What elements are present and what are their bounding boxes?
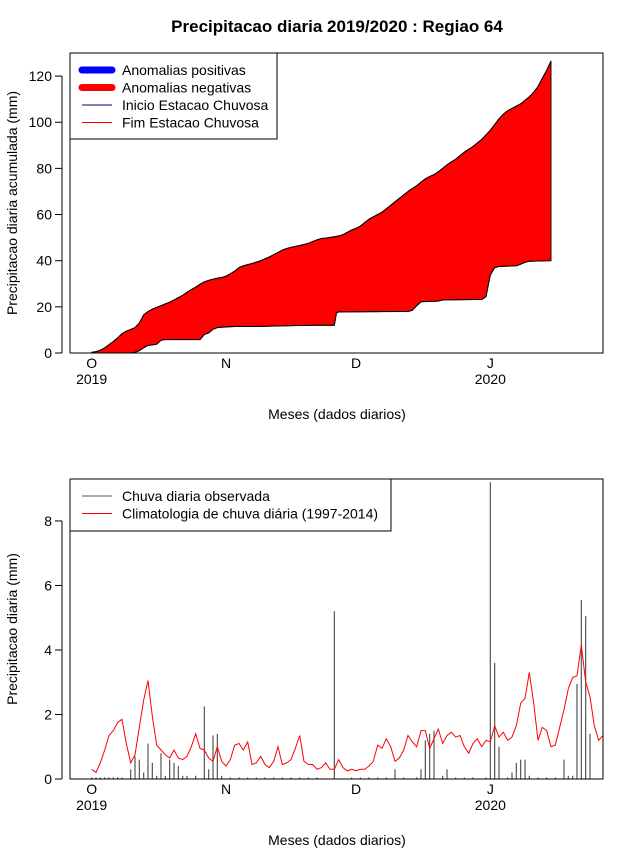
cumulative-x-month-label: D [351,355,361,371]
cumulative-x-month-label: N [221,355,231,371]
daily-x-year-label: 2020 [475,797,506,813]
daily-y-axis-label: Precipitacao diaria (mm) [4,553,20,705]
daily-x-year-label: 2019 [76,797,107,813]
daily-plot-area [91,482,604,779]
daily-x-month-label: J [487,781,494,797]
climatology-cumulative-line [91,60,552,353]
daily-x-axis-label: Meses (dados diarios) [268,832,406,848]
cumulative-legend-label: Fim Estacao Chuvosa [122,115,259,131]
daily-x-month-label: D [351,781,361,797]
cumulative-x-axis-label: Meses (dados diarios) [268,406,406,422]
cumulative-plot-area [91,60,552,354]
daily-y-tick-label: 6 [44,577,52,593]
daily-y-tick-label: 2 [44,706,52,722]
chart-title: Precipitacao diaria 2019/2020 : Regiao 6… [171,17,503,36]
cumulative-y-tick-label: 100 [29,114,53,130]
cumulative-legend-label: Inicio Estacao Chuvosa [122,97,269,113]
daily-x-month-label: O [86,781,97,797]
daily-legend-label: Climatologia de chuva diária (1997-2014) [122,506,378,522]
cumulative-legend-label: Anomalias negativas [122,80,251,96]
daily-y-tick-label: 8 [44,513,52,529]
observed-cumulative-line [91,260,534,354]
daily-y-tick-label: 0 [44,771,52,787]
cumulative-y-tick-label: 40 [36,253,52,269]
cumulative-x-month-label: O [86,355,97,371]
cumulative-y-tick-label: 20 [36,299,52,315]
cumulative-legend: Anomalias positivas Anomalias negativasIn… [69,52,278,140]
cumulative-y-tick-label: 60 [36,207,52,223]
cumulative-y-tick-label: 0 [44,345,52,361]
daily-legend: Chuva diaria observada Climatologia de ch… [69,478,392,532]
cumulative-x-month-label: J [487,355,494,371]
cumulative-x-year-label: 2019 [76,371,107,387]
cumulative-y-tick-label: 120 [29,68,53,84]
cumulative-y-axis: 0 20 40 60 80 100 120 [29,68,63,361]
cumulative-x-year-label: 2020 [475,371,506,387]
daily-climatology-line [91,645,604,774]
daily-y-axis: 0 2 4 6 8 [44,513,63,787]
cumulative-legend-label: Anomalias positivas [122,62,246,78]
cumulative-y-tick-label: 80 [36,160,52,176]
daily-legend-box [69,478,392,532]
cumulative-y-axis-label: Precipitacao diaria acumulada (mm) [4,91,20,315]
daily-x-month-label: N [221,781,231,797]
daily-y-tick-label: 4 [44,642,52,658]
daily-legend-label: Chuva diaria observada [122,488,270,504]
